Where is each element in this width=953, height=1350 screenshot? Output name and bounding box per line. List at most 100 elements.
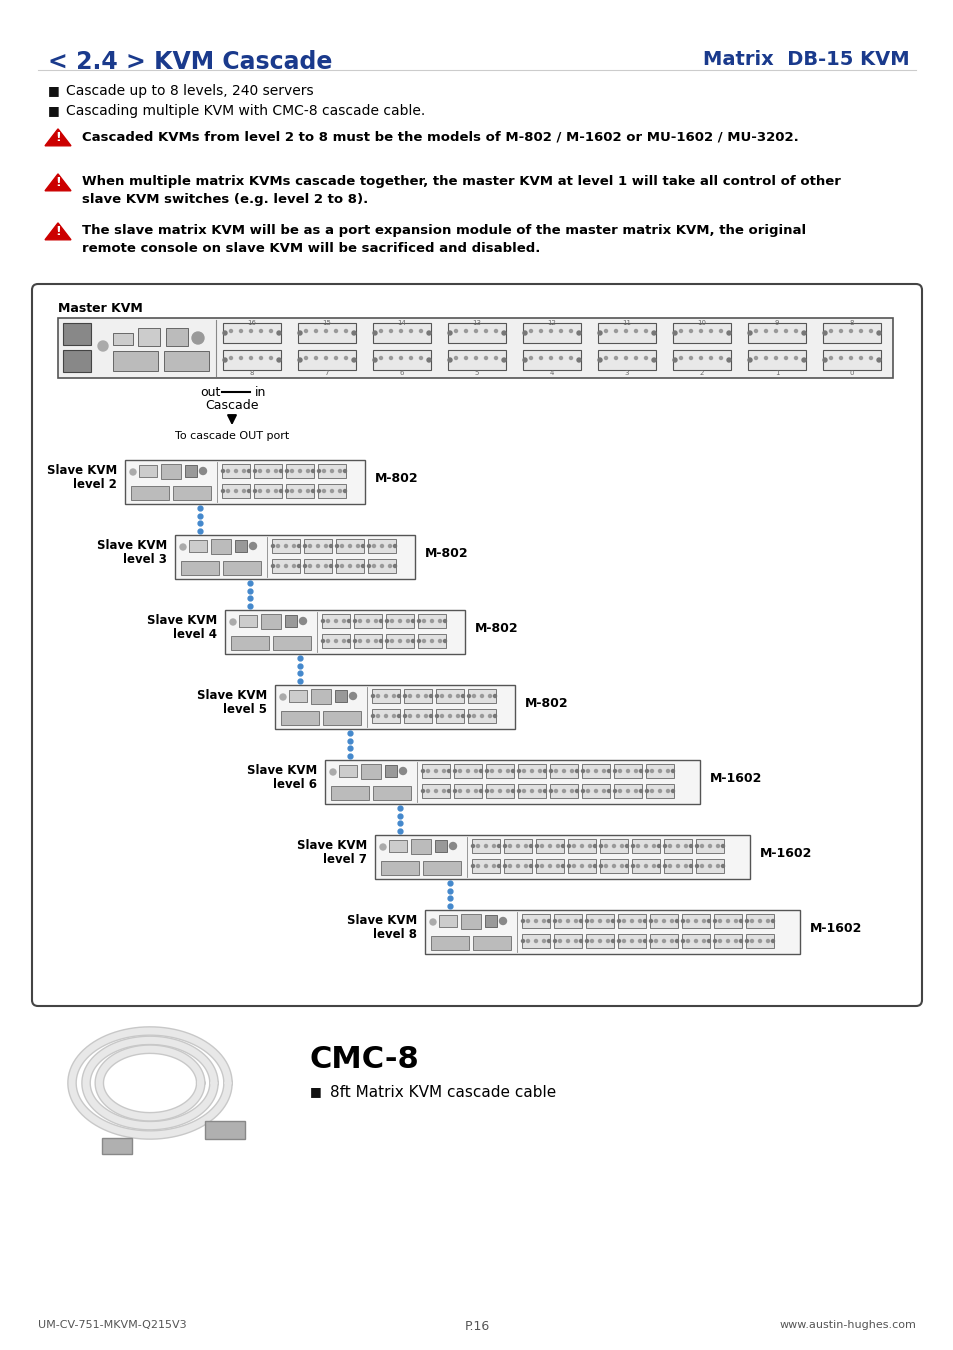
Circle shape <box>666 790 669 792</box>
Circle shape <box>754 356 757 359</box>
Circle shape <box>297 331 302 335</box>
Circle shape <box>839 329 841 332</box>
Bar <box>138 328 160 346</box>
Circle shape <box>448 714 451 717</box>
Circle shape <box>626 769 629 772</box>
Circle shape <box>652 864 655 868</box>
Text: remote console on slave KVM will be sacrificed and disabled.: remote console on slave KVM will be sacr… <box>82 242 539 255</box>
Bar <box>261 614 281 629</box>
Circle shape <box>581 790 584 792</box>
Text: level 5: level 5 <box>223 703 267 716</box>
Circle shape <box>440 694 443 698</box>
Circle shape <box>654 940 657 942</box>
Bar <box>272 559 299 572</box>
Circle shape <box>593 845 596 848</box>
Circle shape <box>372 564 375 567</box>
Circle shape <box>726 919 729 922</box>
Circle shape <box>494 329 497 332</box>
Circle shape <box>272 564 274 567</box>
Circle shape <box>448 331 452 335</box>
Circle shape <box>435 714 438 717</box>
Circle shape <box>540 864 543 868</box>
Circle shape <box>442 769 445 772</box>
Circle shape <box>739 919 741 922</box>
Circle shape <box>471 845 474 848</box>
Circle shape <box>343 470 346 472</box>
Circle shape <box>661 940 665 942</box>
Circle shape <box>561 864 564 868</box>
Bar <box>231 636 269 649</box>
Circle shape <box>694 940 697 942</box>
Circle shape <box>380 564 383 567</box>
Circle shape <box>695 845 698 848</box>
Circle shape <box>636 864 639 868</box>
Bar <box>554 934 581 948</box>
Circle shape <box>293 544 295 548</box>
Bar <box>649 914 678 927</box>
Circle shape <box>247 490 251 493</box>
Circle shape <box>638 940 640 942</box>
Text: Slave KVM: Slave KVM <box>196 688 267 702</box>
Circle shape <box>588 864 591 868</box>
Bar <box>424 910 800 954</box>
Circle shape <box>613 790 616 792</box>
Circle shape <box>707 940 710 942</box>
Circle shape <box>324 564 327 567</box>
Circle shape <box>679 329 681 332</box>
Bar <box>713 934 741 948</box>
Circle shape <box>269 329 273 332</box>
Circle shape <box>570 790 573 792</box>
Circle shape <box>567 845 570 848</box>
Circle shape <box>464 329 467 332</box>
Circle shape <box>719 329 721 332</box>
Circle shape <box>474 790 477 792</box>
Circle shape <box>199 467 206 474</box>
Circle shape <box>716 864 719 868</box>
Circle shape <box>226 490 230 493</box>
Circle shape <box>607 769 610 772</box>
Circle shape <box>676 845 679 848</box>
Bar <box>598 350 656 370</box>
Circle shape <box>326 620 329 622</box>
Text: 7: 7 <box>324 370 329 377</box>
Text: P.16: P.16 <box>464 1320 489 1332</box>
Circle shape <box>456 694 459 698</box>
Circle shape <box>498 769 501 772</box>
Text: 3: 3 <box>624 370 629 377</box>
Text: < 2.4 > KVM Cascade: < 2.4 > KVM Cascade <box>48 50 332 74</box>
Circle shape <box>466 769 469 772</box>
Circle shape <box>349 693 356 699</box>
Circle shape <box>549 790 552 792</box>
Bar <box>696 838 723 853</box>
Circle shape <box>707 919 710 922</box>
Circle shape <box>494 356 497 359</box>
Circle shape <box>298 490 301 493</box>
Text: M-1602: M-1602 <box>760 846 812 860</box>
Circle shape <box>361 564 364 567</box>
Circle shape <box>654 919 657 922</box>
Polygon shape <box>45 174 71 190</box>
Circle shape <box>409 356 412 359</box>
Circle shape <box>720 864 723 868</box>
Bar <box>536 838 563 853</box>
Circle shape <box>279 470 282 472</box>
Bar <box>223 350 281 370</box>
Bar <box>189 540 207 552</box>
Circle shape <box>726 940 729 942</box>
Bar <box>223 323 281 343</box>
Circle shape <box>684 864 687 868</box>
Circle shape <box>643 940 646 942</box>
Circle shape <box>676 864 679 868</box>
Bar <box>317 464 346 478</box>
Circle shape <box>274 490 277 493</box>
Circle shape <box>335 564 338 567</box>
Circle shape <box>549 356 552 359</box>
Bar <box>618 934 645 948</box>
Bar <box>368 539 395 553</box>
Circle shape <box>484 329 487 332</box>
Circle shape <box>868 329 872 332</box>
Text: To cascade OUT port: To cascade OUT port <box>174 431 289 441</box>
Circle shape <box>726 331 730 335</box>
Circle shape <box>534 919 537 922</box>
Circle shape <box>367 564 370 567</box>
